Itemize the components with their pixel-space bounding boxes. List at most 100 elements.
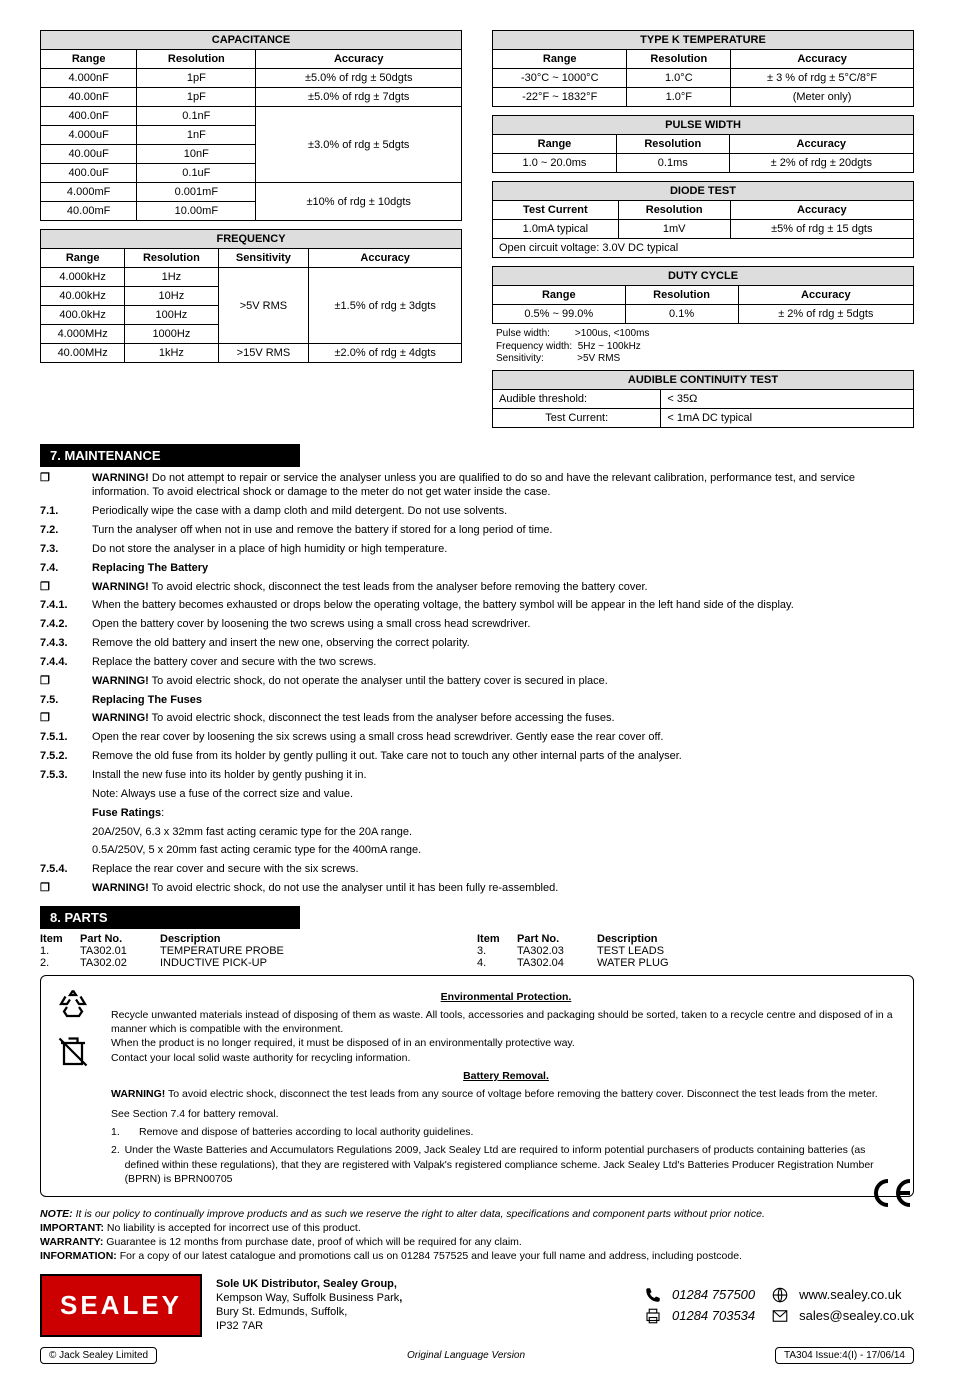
cell: 0.1ms [616, 154, 729, 173]
issue-box: TA304 Issue:4(I) - 17/06/14 [775, 1347, 914, 1364]
ol-n: 2. [111, 1143, 125, 1186]
line-num: ❐ [40, 674, 92, 689]
diode-note: Open circuit voltage: 3.0V DC typical [493, 239, 914, 258]
line-text: Note: Always use a fuse of the correct s… [92, 787, 910, 802]
cell: 40.00nF [41, 88, 137, 107]
cell: ± 2% of rdg ± 20dgts [729, 154, 913, 173]
cell: Range [41, 249, 125, 268]
cell: Accuracy [731, 50, 914, 69]
cell: Resolution [625, 286, 738, 305]
phone-icon [642, 1286, 664, 1304]
env-p1: Recycle unwanted materials instead of di… [111, 1008, 901, 1036]
cell: TA302.04 [517, 957, 597, 969]
ce-mark-icon [870, 1177, 914, 1209]
cell: 0.001mF [137, 183, 256, 202]
env-h1: Environmental Protection. [111, 990, 901, 1004]
line-num: 7.4. [40, 561, 92, 576]
diode-title: DIODE TEST [493, 182, 914, 201]
cell: 4. [477, 957, 517, 969]
section-8-bar: 8. PARTS [40, 906, 300, 929]
cell: Accuracy [730, 201, 913, 220]
ol-t: Remove and dispose of batteries accordin… [139, 1125, 473, 1139]
line-text: Replace the rear cover and secure with t… [92, 862, 910, 877]
cell: < 1mA DC typical [661, 408, 914, 427]
cell: 4.000mF [41, 183, 137, 202]
line-text: Periodically wipe the case with a damp c… [92, 504, 910, 519]
line-text: Open the battery cover by loosening the … [92, 617, 910, 632]
web-col: www.sealey.co.uk sales@sealey.co.uk [769, 1283, 914, 1328]
line-text: Remove the old fuse from its holder by g… [92, 749, 910, 764]
cell: ± 2% of rdg ± 5dgts [738, 305, 913, 324]
weee-bin-icon [55, 1034, 91, 1070]
contact-row: SEALEY Sole UK Distributor, Sealey Group… [40, 1274, 914, 1337]
env-p5: See Section 7.4 for battery removal. [111, 1107, 901, 1121]
line-text: 0.5A/250V, 5 x 20mm fast acting ceramic … [92, 843, 910, 858]
cell: 1.0°F [627, 88, 731, 107]
continuity-table: AUDIBLE CONTINUITY TEST Audible threshol… [492, 370, 914, 428]
cell: 4.000uF [41, 126, 137, 145]
cell: 1mV [618, 220, 730, 239]
line-num: 7.4.3. [40, 636, 92, 651]
line-text: WARNING! To avoid electric shock, do not… [92, 881, 910, 896]
line-text: Open the rear cover by loosening the six… [92, 730, 910, 745]
environmental-box: Environmental Protection. Recycle unwant… [40, 975, 914, 1197]
cell: 40.00uF [41, 145, 137, 164]
parts-h: Description [160, 933, 221, 945]
cell: 10Hz [125, 287, 218, 306]
cell: 400.0nF [41, 107, 137, 126]
cap-title: CAPACITANCE [41, 31, 462, 50]
fax-icon [642, 1307, 664, 1325]
cell: Audible threshold: [493, 389, 661, 408]
line-num: 7.5.2. [40, 749, 92, 764]
cell: >15V RMS [218, 344, 309, 363]
cell: 0.1nF [137, 107, 256, 126]
copyright: © Jack Sealey Limited [40, 1347, 157, 1364]
cell: TA302.02 [80, 957, 160, 969]
cell: ±5.0% of rdg ± 50dgts [256, 69, 462, 88]
web-icon [769, 1286, 791, 1304]
line-text: WARNING! To avoid electric shock, do not… [92, 674, 910, 689]
ol-t: Under the Waste Batteries and Accumulato… [125, 1143, 901, 1186]
cell: 1000Hz [125, 325, 218, 344]
cell: 400.0uF [41, 164, 137, 183]
cell: Resolution [627, 50, 731, 69]
line-text: WARNING! To avoid electric shock, discon… [92, 711, 910, 726]
line-num: 7.1. [40, 504, 92, 519]
section-7-body: ❐ WARNING! Do not attempt to repair or se… [40, 471, 914, 896]
line-text: Replacing The Battery [92, 561, 910, 576]
address: Sole UK Distributor, Sealey Group,Kempso… [216, 1277, 628, 1334]
line-num: ❐ [40, 881, 92, 896]
cell: 100Hz [125, 306, 218, 325]
cell: -30°C ~ 1000°C [493, 69, 627, 88]
parts-h: Item [477, 933, 500, 945]
notes-block: NOTE: It is our policy to continually im… [40, 1207, 914, 1264]
line-text: Install the new fuse into its holder by … [92, 768, 910, 783]
parts-h: Item [40, 933, 63, 945]
cell: Range [493, 50, 627, 69]
cell: ±5% of rdg ± 15 dgts [730, 220, 913, 239]
note-4: INFORMATION: For a copy of our latest ca… [40, 1249, 914, 1263]
cell: Accuracy [738, 286, 913, 305]
line-text: WARNING! Do not attempt to repair or ser… [92, 471, 910, 501]
cell: Test Current: [493, 408, 661, 427]
diode-table: DIODE TEST Test CurrentResolutionAccurac… [492, 181, 914, 258]
cell: ±1.5% of rdg ± 3dgts [309, 268, 462, 344]
cell: 3. [477, 945, 517, 957]
cap-h1: Resolution [137, 50, 256, 69]
cell: 0.5% ~ 99.0% [493, 305, 626, 324]
typek-table: TYPE K TEMPERATURE RangeResolutionAccura… [492, 30, 914, 107]
parts-h: Description [597, 933, 658, 945]
footer-mid: Original Language Version [407, 1350, 525, 1361]
cell: Accuracy [729, 135, 913, 154]
line-text: Fuse Ratings: [92, 806, 910, 821]
line-text: Do not store the analyser in a place of … [92, 542, 910, 557]
cell: 1.0mA typical [493, 220, 619, 239]
line-num: ❐ [40, 711, 92, 726]
env-h2: Battery Removal. [111, 1069, 901, 1083]
line-num: 7.4.2. [40, 617, 92, 632]
cell: 1. [40, 945, 80, 957]
line-text: When the battery becomes exhausted or dr… [92, 598, 910, 613]
typek-title: TYPE K TEMPERATURE [493, 31, 914, 50]
cell: 10.00mF [137, 202, 256, 221]
cell: ±10% of rdg ± 10dgts [256, 183, 462, 221]
